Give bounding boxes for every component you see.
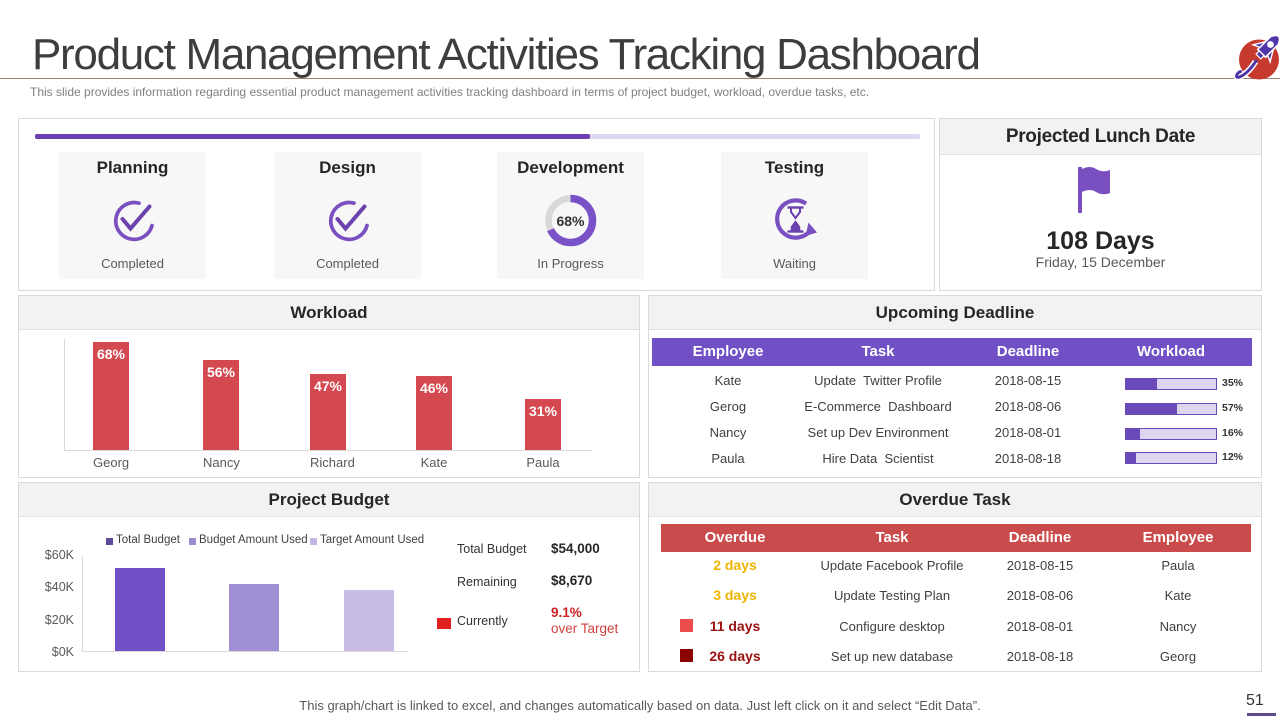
svg-text:68%: 68% bbox=[556, 213, 585, 229]
